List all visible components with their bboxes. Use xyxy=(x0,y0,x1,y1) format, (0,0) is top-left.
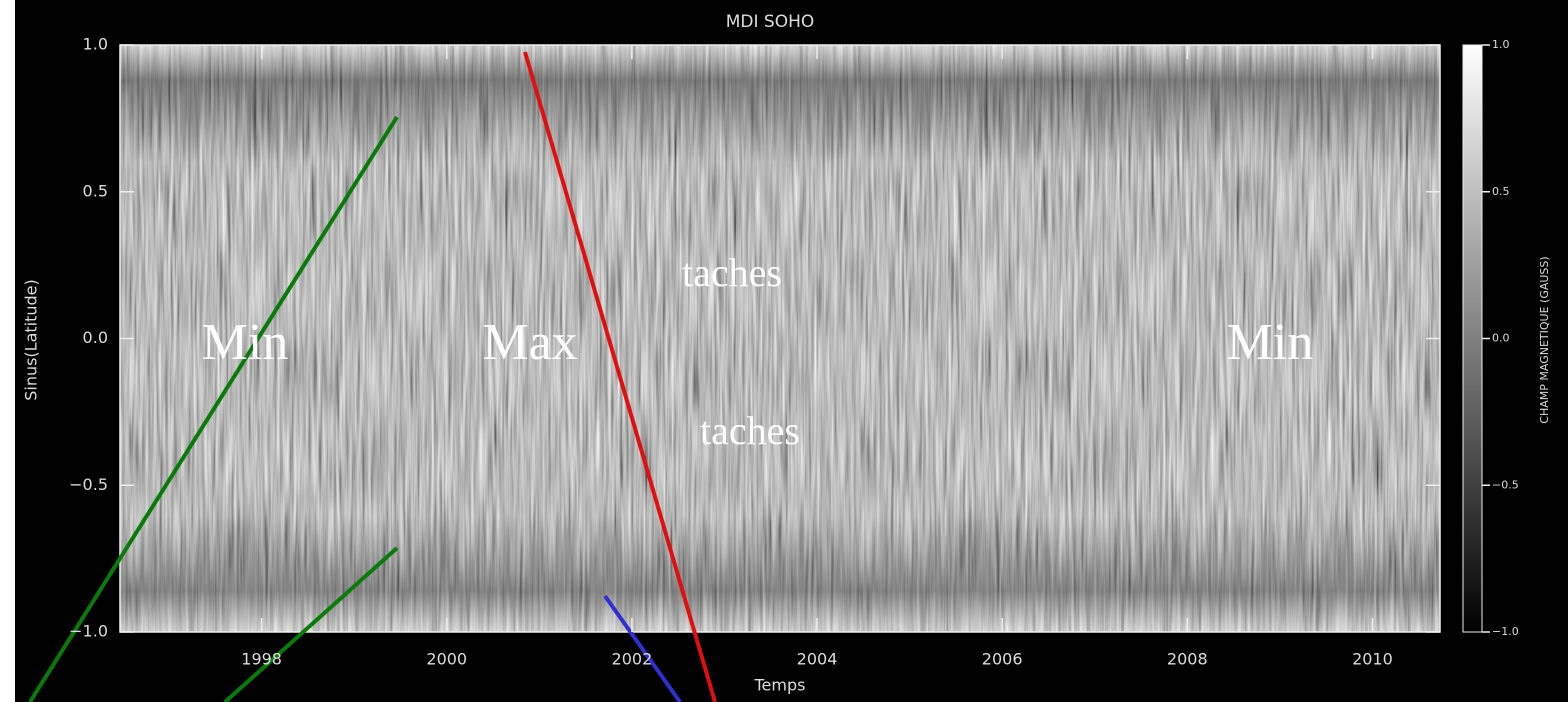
y-tick-label: 0.0 xyxy=(83,328,108,347)
y-tick-label: −1.0 xyxy=(69,622,108,641)
x-tick-label: 2008 xyxy=(1167,650,1208,669)
trend-line xyxy=(28,115,399,702)
y-tick-label: 1.0 xyxy=(83,35,108,54)
trend-line xyxy=(603,594,682,702)
annotation-lines xyxy=(28,51,717,702)
trend-line xyxy=(223,546,399,702)
annotation: Min xyxy=(202,314,289,371)
colorbar-label: CHAMP MAGNETIQUE (GAUSS) xyxy=(1538,256,1551,423)
heatmap-field xyxy=(119,44,1441,633)
y-tick-label: −0.5 xyxy=(69,475,108,494)
colorbar xyxy=(1462,44,1483,633)
colorbar-tick-label: 0.5 xyxy=(1492,185,1510,198)
x-tick-label: 2002 xyxy=(612,650,653,669)
annotation: Max xyxy=(482,314,577,371)
colorbar-tick-label: 1.0 xyxy=(1492,38,1510,51)
x-axis-label: Temps xyxy=(754,676,806,695)
colorbar-tick-label: −1.0 xyxy=(1492,625,1519,638)
trend-line xyxy=(523,51,717,702)
x-tick-label: 1998 xyxy=(241,650,282,669)
heatmap-shade xyxy=(120,45,1440,632)
y-axis-label: Sinus(Latitude) xyxy=(22,279,41,401)
annotation: taches xyxy=(682,250,782,295)
chart-title: MDI SOHO xyxy=(726,12,815,32)
annotation: taches xyxy=(700,408,800,453)
x-tick-label: 2006 xyxy=(982,650,1023,669)
annotation: Min xyxy=(1227,314,1314,371)
x-tick-label: 2004 xyxy=(797,650,838,669)
colorbar-tick-label: −0.5 xyxy=(1492,478,1519,491)
y-tick-label: 0.5 xyxy=(83,181,108,200)
x-tick-label: 2010 xyxy=(1352,650,1393,669)
left-margin xyxy=(0,0,15,702)
x-tick-label: 2000 xyxy=(426,650,467,669)
colorbar-tick-label: 0.0 xyxy=(1492,332,1510,345)
